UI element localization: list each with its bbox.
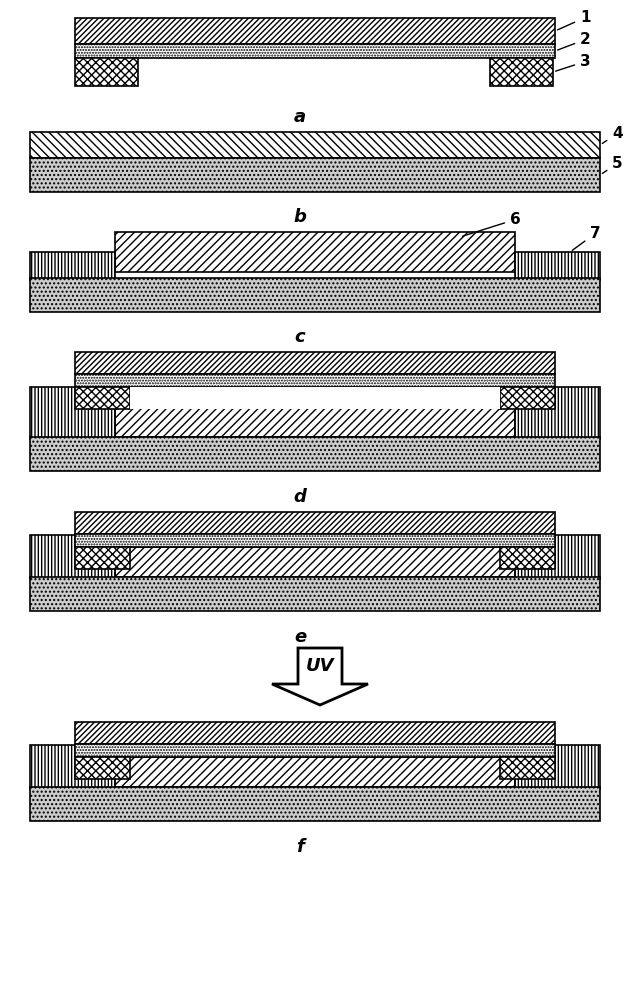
Text: UV: UV [306, 657, 334, 675]
Bar [30, 437, 600, 471]
Bar [75, 374, 555, 387]
Text: 3: 3 [556, 54, 590, 71]
Text: 2: 2 [558, 32, 591, 50]
Bar [75, 547, 130, 569]
Bar [75, 512, 555, 534]
Bar [75, 44, 555, 58]
Bar [515, 745, 600, 789]
Bar [515, 535, 600, 579]
Text: f: f [296, 838, 304, 856]
Bar [75, 744, 555, 757]
Bar [30, 787, 600, 821]
Bar [75, 58, 138, 86]
Bar [115, 407, 515, 437]
Bar [500, 757, 555, 779]
Bar [30, 252, 115, 280]
Bar [75, 18, 555, 44]
Polygon shape [272, 648, 368, 705]
Bar [30, 158, 600, 192]
Bar [130, 387, 500, 409]
Bar [75, 722, 555, 744]
Bar [30, 535, 115, 579]
Bar [75, 534, 555, 547]
Text: 6: 6 [463, 212, 520, 236]
Bar [30, 132, 600, 158]
Bar [515, 252, 600, 280]
Bar [30, 577, 600, 611]
Text: a: a [294, 108, 306, 126]
Bar [500, 387, 555, 409]
Bar [75, 757, 130, 779]
Bar [30, 745, 115, 789]
Bar [115, 757, 515, 787]
Text: d: d [294, 488, 306, 506]
Text: c: c [295, 328, 305, 346]
Text: 4: 4 [603, 126, 622, 143]
Bar [490, 58, 553, 86]
Bar [115, 547, 515, 577]
Text: 7: 7 [572, 226, 601, 250]
Bar [115, 232, 515, 272]
Text: 1: 1 [558, 10, 590, 30]
Bar [500, 547, 555, 569]
Text: e: e [294, 628, 306, 646]
Bar [515, 387, 600, 439]
Bar [75, 352, 555, 374]
Text: 5: 5 [603, 156, 622, 173]
Text: b: b [294, 208, 306, 226]
Bar [30, 387, 115, 439]
Bar [30, 278, 600, 312]
Bar [75, 387, 130, 409]
